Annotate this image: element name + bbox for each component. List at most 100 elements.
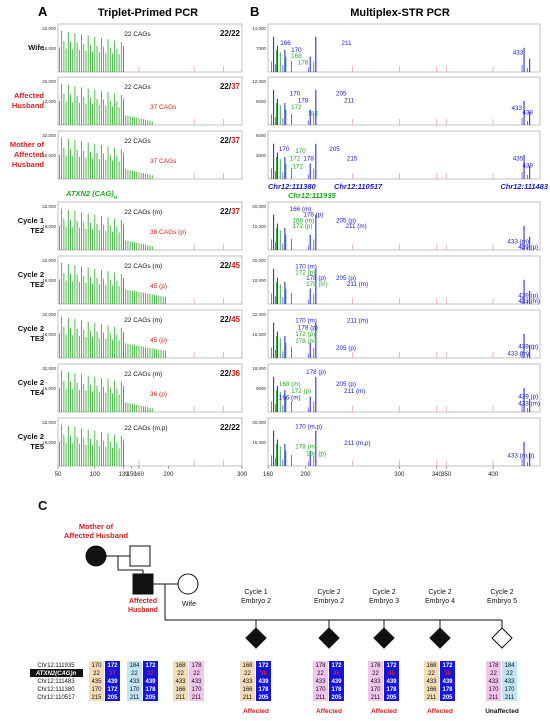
panel-b-ytick: 16,000 — [252, 332, 266, 337]
haplotype-allele: 439 — [442, 679, 453, 685]
haplotype-allele: 22 — [177, 671, 184, 677]
haplotype-allele: 178 — [442, 687, 453, 693]
panel-b-peak-label: 184 — [307, 111, 318, 118]
panel-a-allele-ratio: 22/22 — [220, 423, 241, 432]
panel-b-peak-label: 205 — [329, 146, 340, 153]
panel-a-row-label: TE2 — [30, 280, 44, 289]
haplotype-allele: 211 — [489, 695, 499, 701]
panel-b-ytick: 18,000 — [252, 366, 266, 371]
panel-a-annotation: 22 CAGs — [124, 138, 151, 145]
haplotype-allele: 170 — [91, 663, 102, 669]
marker-name: ATXN2(CAG)n — [35, 671, 77, 677]
panel-a-letter: A — [38, 4, 48, 19]
haplotype-allele: 168 — [242, 663, 253, 669]
panel-a-ytick: 16,000 — [42, 440, 56, 445]
panel-a-annotation: 22 CAGs (m) — [124, 209, 162, 216]
ratio-left: 22/ — [220, 136, 232, 145]
panel-b-peak-label: 435 — [513, 155, 524, 162]
panel-b-peak-label: 439 (p) — [518, 244, 538, 251]
embryo-title: Cycle 1 — [244, 589, 267, 596]
panel-b-peak-label: 172 (p) — [291, 388, 311, 395]
haplotype-allele: 172 — [107, 663, 118, 669]
panel-b-peak-label: 433 — [511, 105, 522, 112]
panel-a-xtick: 160 — [134, 472, 145, 478]
panel-a-ytick: 16,000 — [42, 224, 56, 229]
panel-b-peak-label: 172 — [292, 164, 303, 171]
panel-b-ytick: 20,000 — [252, 258, 266, 263]
panel-a-ytick: 16,000 — [42, 153, 56, 158]
haplotype-block — [368, 661, 383, 701]
panel-b-peak-label: 433 (m) — [518, 400, 540, 407]
haplotype-allele: 211 — [130, 695, 140, 701]
husband-label: Husband — [128, 607, 158, 614]
haplotype-block — [240, 661, 255, 701]
panel-b-peak-label: 205 (p) — [336, 345, 356, 352]
panel-b-peak-label: 168 — [291, 53, 302, 60]
haplotype-allele: 170 — [191, 687, 202, 693]
panel-b-peak-label: 170 (m) — [295, 264, 317, 271]
haplotype-block — [143, 661, 158, 701]
panel-b-plot-frame — [267, 76, 541, 126]
panel-b-plot-frame — [267, 23, 541, 73]
haplotype-allele: 211 — [316, 695, 326, 701]
ratio-right: 45 — [231, 315, 240, 324]
panel-b-row: 20,000 10,000 166 (m)178 (p)168 (m) 205 (p)… — [252, 201, 541, 251]
panel-b-peak-label: 170 — [279, 146, 290, 153]
panel-b-xtick: 400 — [488, 472, 499, 478]
panel-a-plot-frame — [57, 363, 243, 413]
embryo-status: Affected — [427, 708, 453, 715]
panel-b-row: 20,000 10,000 170 (m)172 (p)178 (p) 205 (p)… — [252, 255, 541, 305]
haplotype-allele: 166 — [242, 687, 253, 693]
panel-b-xtick: 300 — [394, 472, 405, 478]
panel-b-peak-label: 211 (m) — [346, 223, 367, 230]
panel-b-ytick: 10,000 — [252, 278, 266, 283]
panel-a-row-label: TE4 — [30, 388, 45, 397]
panel-b-xtick: 340 — [432, 472, 443, 478]
panel-a-annotation-expanded: 38 CAGs (p) — [150, 229, 186, 236]
panel-a-row-label: Cycle 2 — [18, 270, 44, 279]
ratio-right: 22 — [231, 29, 240, 38]
haplotype-allele: 439 — [386, 679, 397, 685]
panel-b-plot-frame — [267, 417, 541, 467]
haplotype-allele: 435 — [91, 679, 102, 685]
haplotype-block — [313, 661, 328, 701]
panel-a-row-label: Wife — [28, 43, 44, 52]
embryo-symbol — [318, 627, 340, 649]
panel-b-peak-label: 170 (m,p) — [295, 424, 322, 431]
panel-a-plot-frame — [57, 23, 243, 73]
panel-b-ytick: 14,000 — [252, 26, 266, 31]
panel-a-allele-ratio: 22/36 — [220, 369, 241, 378]
panel-b-peak-label: 168 (m) — [279, 381, 301, 388]
marker-name: Chr12:110517 — [37, 695, 75, 701]
embryo-symbol — [429, 627, 451, 649]
panel-b-ytick: 10,000 — [252, 224, 266, 229]
ratio-left: 22/ — [220, 423, 232, 432]
haplotype-allele: 205 — [145, 695, 156, 701]
panel-b-peak-label: 211 — [341, 40, 352, 47]
haplotype-allele: 166 — [175, 687, 186, 693]
ratio-left: 22/ — [220, 29, 232, 38]
panel-a-ytick: 32,000 — [42, 366, 56, 371]
panel-a-allele-ratio: 22/37 — [220, 82, 241, 91]
panel-a-ytick: 16,000 — [42, 386, 56, 391]
panel-a-annotation: 22 CAGs (m) — [124, 317, 162, 324]
haplotype-allele: 433 — [191, 679, 202, 685]
embryo-title: Cycle 2 — [428, 589, 451, 596]
panel-b-peak-label: 439 (p) — [518, 394, 538, 401]
haplotype-allele: 211 — [505, 695, 515, 701]
haplotype-allele: 433 — [504, 679, 515, 685]
panel-b-ytick: 30,000 — [252, 420, 266, 425]
haplotype-allele: 172 — [258, 663, 269, 669]
haplotype-allele: 22 — [193, 671, 200, 677]
panel-a-row-label: TE3 — [30, 334, 44, 343]
haplotype-allele: 178 — [386, 687, 397, 693]
panel-a-annotation-expanded: 37 CAGs — [150, 158, 177, 165]
wife-symbol — [177, 573, 199, 595]
panel-a-plot-frame — [57, 76, 243, 126]
panel-b-peak-label: 205 (p) — [336, 217, 356, 224]
panel-b-letter: B — [250, 4, 259, 19]
